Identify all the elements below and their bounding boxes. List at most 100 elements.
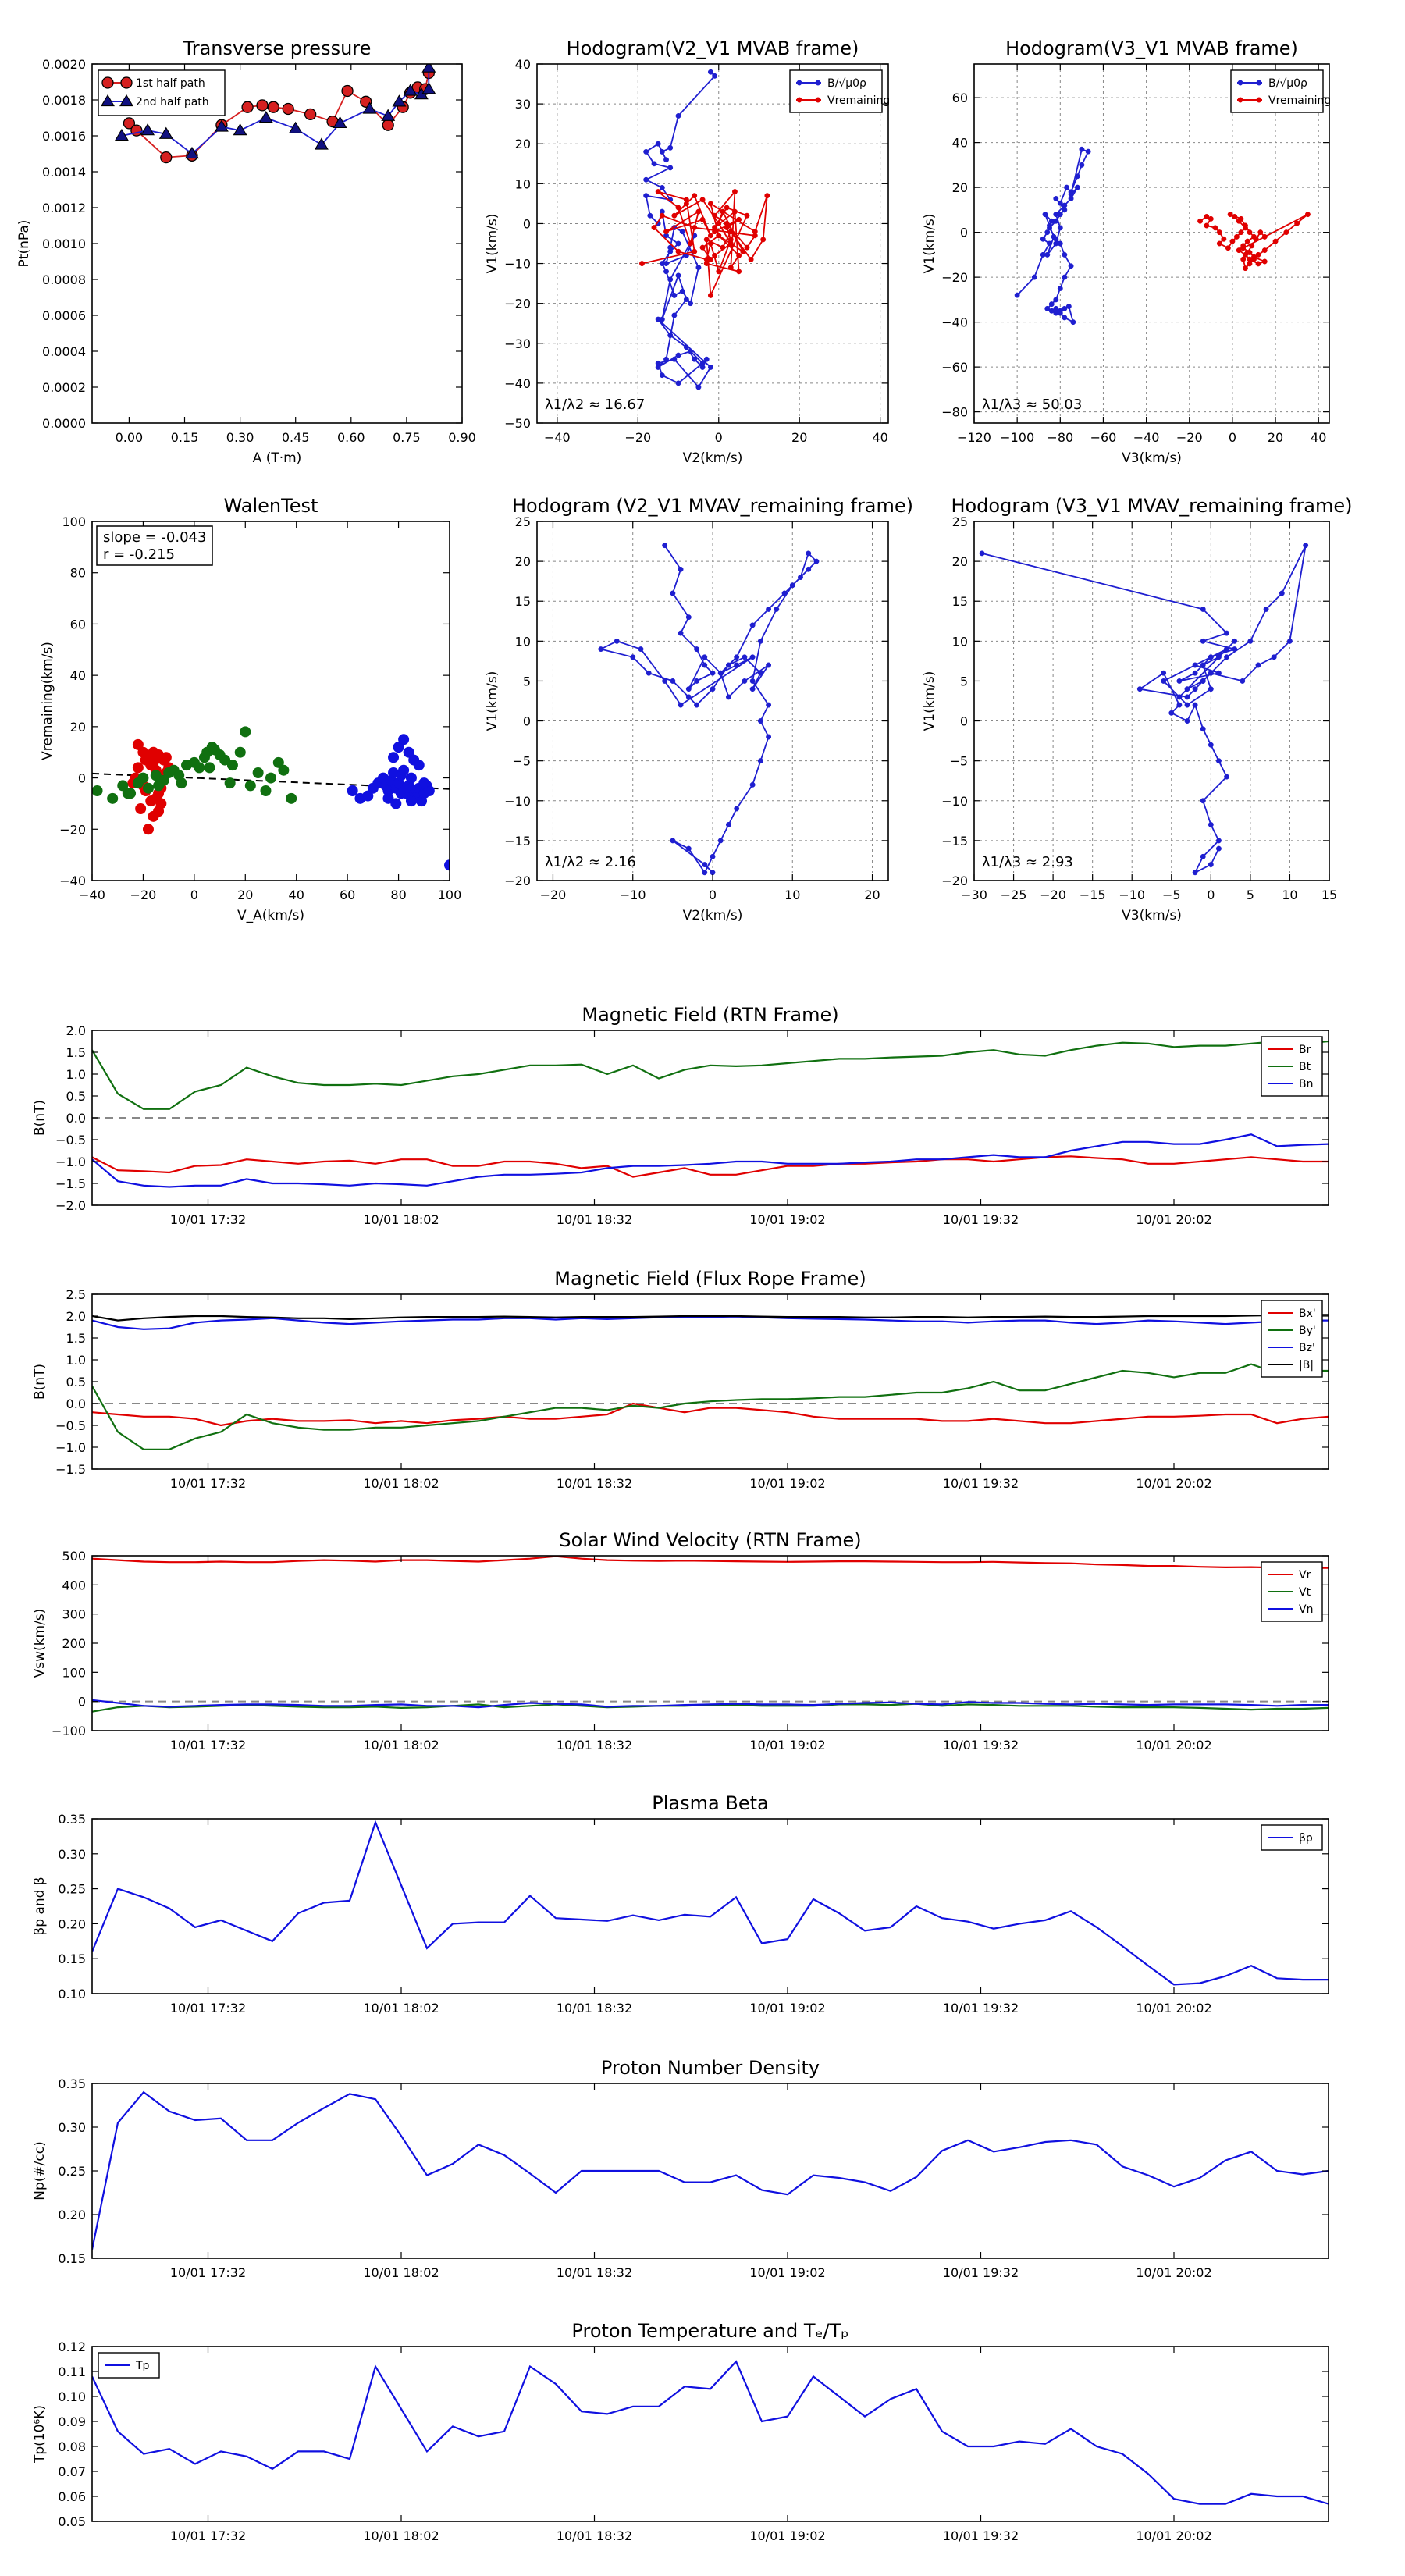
- data-point: [382, 119, 394, 131]
- data-point: [651, 225, 657, 231]
- data-point: [1204, 214, 1210, 219]
- y-tick-label: 60: [70, 617, 86, 632]
- x-tick-label: 60: [340, 888, 355, 902]
- data-point: [1251, 256, 1257, 262]
- data-point: [1263, 606, 1269, 612]
- legend-label: 2nd half path: [136, 96, 209, 109]
- data-point: [675, 272, 681, 279]
- data-point: [726, 694, 731, 700]
- data-point: [707, 233, 713, 239]
- y-tick-label: 0.20: [58, 1916, 86, 1931]
- data-point: [1215, 670, 1222, 676]
- x-tick-label: 10/01 19:02: [749, 2001, 825, 2016]
- chart-magnetic-field-rtn: 10/01 17:32 10/01 18:02 10/01 18:32 10/01 1…: [32, 1004, 1329, 1227]
- data-point: [1303, 543, 1309, 549]
- legend-marker: [796, 80, 802, 86]
- data-point: [1200, 798, 1206, 804]
- y-tick-label: 0.0020: [42, 57, 86, 72]
- data-point: [1244, 250, 1250, 255]
- data-point: [1271, 654, 1277, 660]
- legend-marker: [1256, 97, 1262, 103]
- legend-marker: [101, 94, 115, 107]
- data-point: [707, 256, 713, 262]
- data-point: [1040, 236, 1046, 242]
- data-point: [1184, 694, 1190, 700]
- x-tick-label: −40: [79, 888, 105, 902]
- data-point: [1074, 173, 1080, 180]
- x-tick-label: −10: [620, 888, 646, 902]
- x-tick-label: 10/01 20:02: [1136, 1212, 1211, 1227]
- data-point: [694, 646, 699, 653]
- scatter-point: [244, 780, 256, 792]
- x-tick-label: 10/01 19:32: [943, 1212, 1019, 1227]
- data-point: [1048, 308, 1055, 314]
- data-point: [655, 316, 661, 322]
- data-point: [1068, 196, 1074, 201]
- y-tick-label: 100: [62, 1665, 86, 1680]
- plot-area: [1014, 146, 1311, 326]
- y-tick-label: −80: [941, 405, 968, 420]
- data-point: [1031, 274, 1037, 280]
- x-tick-label: 10/01 20:02: [1136, 1476, 1211, 1491]
- data-point: [1208, 654, 1214, 660]
- x-tick-label: 10/01 19:32: [943, 1738, 1019, 1752]
- y-tick-label: 1.5: [66, 1331, 86, 1346]
- y-tick-label: 1.0: [66, 1067, 86, 1082]
- x-tick-label: 0.60: [337, 430, 365, 445]
- data-point: [757, 638, 763, 644]
- series-line-Np: [92, 2090, 1329, 2250]
- data-point: [702, 662, 708, 668]
- legend-label: By': [1299, 1325, 1316, 1337]
- chart-walen-test: −40 −20 0 20 40 60 80 100 −40 −20 0 20 40 60 80 100 Wale…: [40, 495, 461, 923]
- scatter-point: [194, 762, 205, 774]
- series-line-Bt: [92, 1040, 1329, 1110]
- scatter-point: [219, 754, 231, 766]
- y-tick-label: 400: [62, 1578, 86, 1592]
- x-tick-label: 10/01 19:02: [749, 1212, 825, 1227]
- legend-label: Bn: [1299, 1078, 1313, 1091]
- x-tick-label: 40: [1311, 430, 1326, 445]
- data-point: [314, 137, 329, 150]
- scatter-point: [393, 742, 404, 753]
- data-point: [707, 292, 713, 298]
- y-tick-label: 0.35: [58, 2076, 86, 2091]
- data-point: [214, 119, 229, 132]
- y-tick-label: 2.0: [66, 1023, 86, 1038]
- x-tick-label: 10/01 19:02: [749, 1476, 825, 1491]
- series-line-Bz': [92, 1315, 1329, 1330]
- y-tick-label: 20: [515, 137, 531, 151]
- data-point: [1057, 212, 1063, 218]
- data-point: [1229, 238, 1236, 244]
- y-tick-label: −1.5: [55, 1462, 86, 1477]
- plot-area: [92, 2360, 1329, 2505]
- x-tick-label: 15: [1321, 888, 1337, 902]
- x-tick-label: 80: [390, 888, 406, 902]
- eigenvalue-ratio-label: λ1/λ2 ≈ 16.67: [545, 397, 645, 413]
- data-point: [667, 244, 674, 251]
- data-point: [655, 189, 661, 195]
- data-point: [1192, 686, 1198, 692]
- data-point: [655, 360, 661, 366]
- data-point: [1215, 845, 1222, 852]
- data-point: [630, 654, 636, 660]
- y-tick-label: 0.0002: [42, 380, 86, 395]
- scatter-point: [278, 764, 290, 776]
- chart-title: Hodogram (V3_V1 MVAV_remaining frame): [951, 495, 1352, 517]
- data-point: [392, 94, 407, 107]
- x-tick-label: −30: [961, 888, 987, 902]
- scatter-point: [390, 798, 402, 809]
- data-point: [1068, 189, 1074, 195]
- plot-frame: [536, 63, 889, 424]
- data-point: [1053, 196, 1059, 201]
- data-point: [760, 237, 767, 243]
- x-axis-label: V3(km/s): [1122, 908, 1182, 923]
- y-tick-label: 25: [952, 514, 968, 529]
- x-tick-label: −10: [1119, 888, 1145, 902]
- data-point: [1176, 694, 1183, 700]
- data-point: [710, 686, 716, 692]
- data-point: [422, 82, 436, 94]
- data-point: [1247, 638, 1254, 644]
- x-tick-label: 20: [864, 888, 880, 902]
- plot-frame: [91, 1818, 1329, 1994]
- scatter-point: [140, 754, 151, 766]
